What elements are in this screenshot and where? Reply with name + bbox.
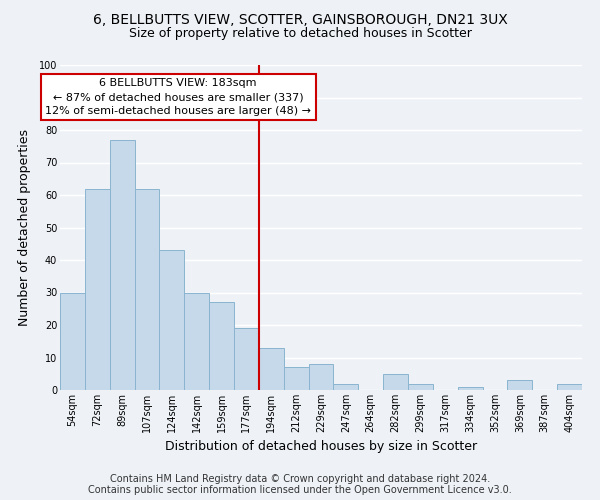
Bar	[259, 348, 284, 390]
Bar	[508, 380, 532, 390]
Bar	[334, 384, 358, 390]
Bar	[284, 367, 308, 390]
Bar	[458, 387, 482, 390]
Text: 6, BELLBUTTS VIEW, SCOTTER, GAINSBOROUGH, DN21 3UX: 6, BELLBUTTS VIEW, SCOTTER, GAINSBOROUGH…	[92, 12, 508, 26]
Text: 6 BELLBUTTS VIEW: 183sqm
← 87% of detached houses are smaller (337)
12% of semi-: 6 BELLBUTTS VIEW: 183sqm ← 87% of detach…	[45, 78, 311, 116]
Bar	[85, 188, 110, 390]
Bar	[383, 374, 408, 390]
Bar	[308, 364, 334, 390]
Bar	[134, 188, 160, 390]
Bar	[557, 384, 582, 390]
Bar	[209, 302, 234, 390]
Bar	[60, 292, 85, 390]
Bar	[184, 292, 209, 390]
Y-axis label: Number of detached properties: Number of detached properties	[17, 129, 31, 326]
X-axis label: Distribution of detached houses by size in Scotter: Distribution of detached houses by size …	[165, 440, 477, 454]
Bar	[160, 250, 184, 390]
Bar	[110, 140, 134, 390]
Text: Size of property relative to detached houses in Scotter: Size of property relative to detached ho…	[128, 28, 472, 40]
Bar	[408, 384, 433, 390]
Text: Contains public sector information licensed under the Open Government Licence v3: Contains public sector information licen…	[88, 485, 512, 495]
Text: Contains HM Land Registry data © Crown copyright and database right 2024.: Contains HM Land Registry data © Crown c…	[110, 474, 490, 484]
Bar	[234, 328, 259, 390]
